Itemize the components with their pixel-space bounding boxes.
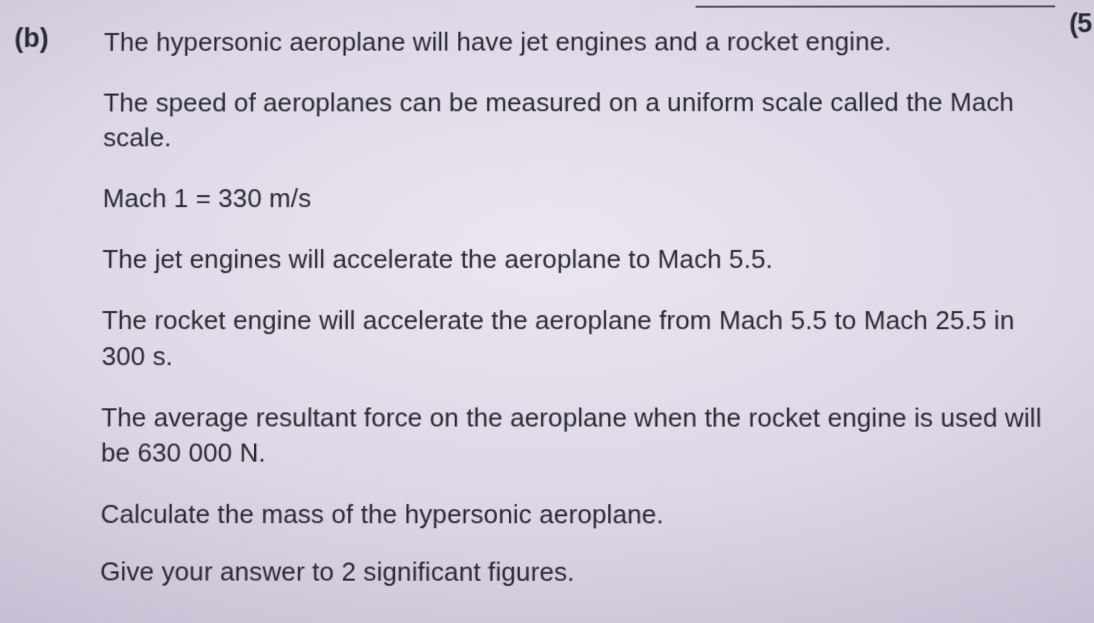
paragraph-rocket: The rocket engine will accelerate the ae… (102, 304, 1057, 375)
paragraph-mach1: Mach 1 = 330 m/s (103, 181, 1055, 216)
paragraph-scale: The speed of aeroplanes can be measured … (103, 85, 1054, 155)
paragraph-sigfig: Give your answer to 2 significant figure… (100, 554, 1058, 590)
exam-page: (5 (b) The hypersonic aeroplane will hav… (0, 0, 1094, 623)
paragraph-jet: The jet engines will accelerate the aero… (102, 242, 1055, 277)
question-part-label: (b) (14, 23, 49, 54)
question-body: The hypersonic aeroplane will have jet e… (100, 24, 1058, 590)
horizontal-rule (696, 5, 1056, 7)
paragraph-calculate: Calculate the mass of the hypersonic aer… (100, 497, 1057, 533)
paragraph-intro: The hypersonic aeroplane will have jet e… (104, 24, 1054, 60)
paragraph-force: The average resultant force on the aerop… (101, 400, 1057, 471)
marks-indicator: (5 (1069, 8, 1091, 39)
